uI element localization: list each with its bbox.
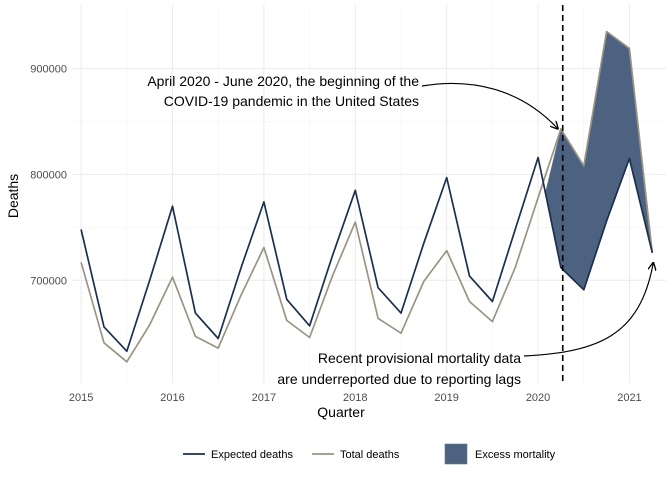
annotation-2-line-1: Recent provisional mortality data [318, 350, 521, 366]
legend: Expected deaths Total deaths Excess mortal… [183, 443, 556, 465]
excess-mortality-area [545, 30, 653, 291]
legend-label-total-deaths: Total deaths [340, 449, 400, 461]
x-tick-label: 2017 [252, 392, 276, 404]
annotation-2-arrow [523, 263, 653, 357]
annotation-1-arrow [421, 82, 558, 128]
y-tick-label: 900000 [30, 64, 67, 76]
legend-label-expected-deaths: Expected deaths [211, 449, 293, 461]
y-axis-title: Deaths [5, 174, 21, 218]
x-tick-label: 2020 [526, 392, 550, 404]
legend-label-excess-mortality: Excess mortality [475, 449, 556, 461]
annotation-2-line-2: are underreported due to reporting lags [277, 371, 521, 387]
x-tick-label: 2016 [160, 392, 184, 404]
x-tick-label: 2015 [69, 392, 93, 404]
x-tick-label: 2019 [434, 392, 458, 404]
x-axis-title: Quarter [317, 404, 365, 420]
annotations: April 2020 - June 2020, the beginning of… [147, 73, 653, 387]
x-tick-label: 2021 [617, 392, 641, 404]
y-tick-label: 800000 [30, 169, 67, 181]
y-tick-label: 700000 [30, 275, 67, 287]
excess-mortality-polygon [545, 30, 653, 291]
legend-key-excess-mortality [444, 443, 468, 465]
expected-deaths-line [80, 156, 654, 353]
x-tick-label: 2018 [343, 392, 367, 404]
annotation-1-line-2: COVID-19 pandemic in the United States [164, 93, 419, 109]
total-deaths-line [80, 30, 654, 363]
annotation-1-line-1: April 2020 - June 2020, the beginning of… [147, 73, 419, 89]
axes: Quarter Deaths [5, 174, 365, 420]
series-lines [80, 30, 654, 363]
